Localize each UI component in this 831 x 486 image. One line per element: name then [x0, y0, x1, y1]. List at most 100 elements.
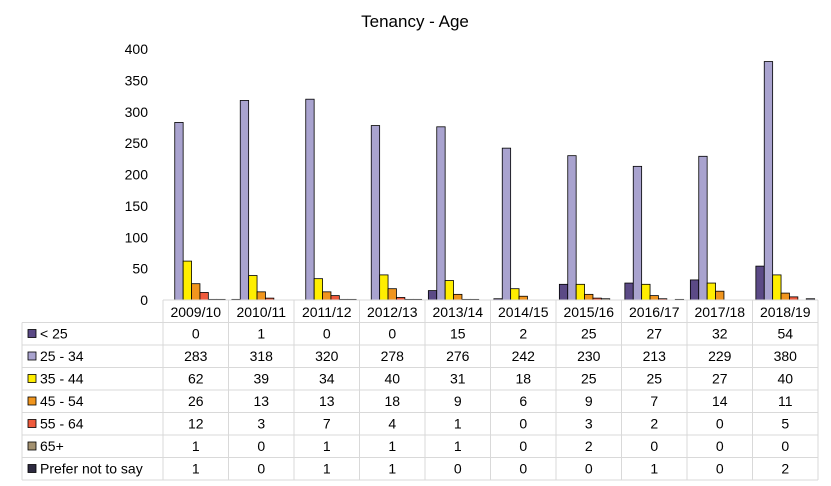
- data-label: 242: [512, 348, 536, 364]
- bar: [501, 147, 512, 301]
- data-label: 3: [257, 416, 265, 432]
- bar: [780, 292, 790, 301]
- category-label: 2016/17: [629, 304, 680, 320]
- data-label: 380: [774, 348, 798, 364]
- data-label: 0: [519, 416, 527, 432]
- bar: [698, 155, 708, 301]
- data-label: 1: [454, 438, 462, 454]
- legend-key: [27, 351, 37, 361]
- y-tick-label: 200: [125, 167, 149, 183]
- data-label: 54: [777, 326, 793, 342]
- data-label: 1: [192, 438, 200, 454]
- bar: [387, 288, 397, 301]
- bar: [444, 280, 454, 301]
- data-label: 3: [585, 416, 593, 432]
- data-label: 1: [388, 438, 396, 454]
- data-label: 7: [650, 393, 658, 409]
- data-label: 25: [581, 371, 597, 387]
- data-label: 5: [781, 416, 789, 432]
- chart-title: Tenancy - Age: [361, 12, 469, 31]
- data-label: 40: [384, 371, 400, 387]
- bar: [191, 283, 201, 301]
- y-tick-label: 100: [125, 229, 149, 245]
- bar: [248, 275, 258, 301]
- bar: [256, 291, 266, 301]
- data-label: 34: [319, 371, 335, 387]
- bar: [641, 283, 651, 301]
- bar: [649, 295, 659, 301]
- data-label: 1: [257, 326, 265, 342]
- data-label: 27: [712, 371, 728, 387]
- bar: [632, 165, 643, 301]
- data-label: 230: [577, 348, 601, 364]
- bar: [624, 282, 634, 301]
- bar: [239, 100, 250, 301]
- data-label: 318: [250, 348, 274, 364]
- data-label: 14: [712, 393, 728, 409]
- y-tick-label: 0: [140, 292, 148, 308]
- y-tick-label: 50: [132, 261, 148, 277]
- data-label: 320: [315, 348, 339, 364]
- data-label: 0: [716, 438, 724, 454]
- bar: [436, 126, 446, 301]
- bar: [182, 260, 192, 301]
- data-label: 2: [519, 326, 527, 342]
- bar: [174, 122, 184, 301]
- bar: [379, 274, 389, 301]
- data-table: 2009/10 2010/11 2011/12 2012/13 2013/14 2014/…: [21, 299, 819, 481]
- data-label: 1: [650, 461, 658, 477]
- y-tick-label: 300: [125, 104, 149, 120]
- data-label: 39: [253, 371, 269, 387]
- bar: [453, 293, 463, 301]
- data-label: 0: [257, 438, 265, 454]
- data-label: 9: [585, 393, 593, 409]
- bar: [575, 283, 585, 301]
- bar: [199, 292, 209, 301]
- data-label: 13: [253, 393, 269, 409]
- data-label: 1: [323, 461, 331, 477]
- data-label: 0: [585, 461, 593, 477]
- legend-key: [27, 329, 37, 338]
- data-label: 27: [646, 326, 662, 342]
- category-label: 2015/16: [563, 304, 614, 320]
- category-label: 2011/12: [302, 304, 352, 320]
- data-label: 1: [192, 461, 200, 477]
- y-axis: 0 50 100 150 200 250 300 350 400: [125, 41, 149, 308]
- y-tick-label: 350: [125, 72, 149, 88]
- bar: [567, 155, 577, 301]
- data-label: 0: [192, 326, 200, 342]
- data-label: 25: [646, 371, 662, 387]
- data-label: 283: [184, 348, 208, 364]
- bar: [427, 290, 438, 301]
- data-label: 26: [188, 393, 204, 409]
- legend-key: [27, 396, 37, 406]
- category-label: 2014/15: [498, 304, 549, 320]
- bar: [370, 125, 381, 301]
- data-label: 276: [446, 348, 470, 364]
- category-label: 2010/11: [236, 304, 286, 320]
- data-label: 0: [716, 416, 724, 432]
- legend-label: Prefer not to say: [40, 461, 143, 477]
- data-label: 7: [323, 416, 331, 432]
- data-label: 31: [450, 371, 466, 387]
- y-tick-label: 250: [125, 135, 149, 151]
- data-label: 15: [450, 326, 466, 342]
- data-label: 32: [712, 326, 728, 342]
- bar: [763, 61, 774, 301]
- data-label: 0: [388, 326, 396, 342]
- data-label: 40: [777, 371, 793, 387]
- data-label: 11: [778, 393, 793, 409]
- bar: [772, 274, 782, 301]
- bar: [518, 295, 528, 301]
- bar: [313, 278, 323, 301]
- y-tick-label: 150: [125, 198, 149, 214]
- data-label: 0: [323, 326, 331, 342]
- bar: [330, 295, 340, 301]
- data-label: 1: [454, 416, 462, 432]
- legend-label: 55 - 64: [40, 416, 84, 432]
- bar: [689, 279, 700, 301]
- category-label: 2012/13: [367, 304, 418, 320]
- bar: [706, 282, 716, 301]
- data-label: 18: [515, 371, 531, 387]
- y-tick-label: 400: [125, 41, 149, 57]
